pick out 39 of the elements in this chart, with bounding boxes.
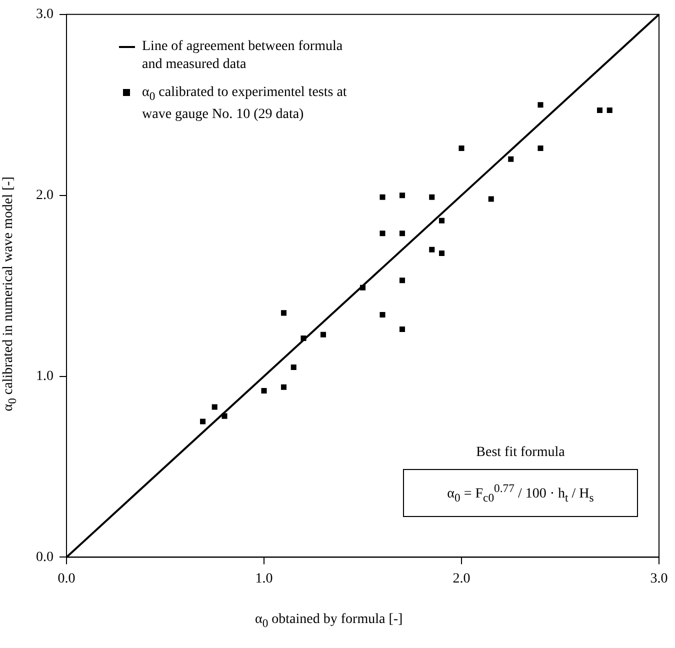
point xyxy=(429,246,435,252)
x-tick-label: 0.0 xyxy=(58,571,76,586)
point xyxy=(438,218,445,224)
point xyxy=(320,332,326,338)
y-tick-label: 2.0 xyxy=(36,188,54,204)
y-tick-label: 0.0 xyxy=(36,550,54,565)
point xyxy=(280,310,287,316)
point xyxy=(399,230,406,236)
point xyxy=(380,194,386,200)
x-tick-label: 3.0 xyxy=(650,571,668,586)
point xyxy=(438,250,445,256)
point xyxy=(538,146,544,152)
point xyxy=(280,384,287,390)
point xyxy=(488,196,494,202)
point xyxy=(261,388,267,394)
point xyxy=(290,364,296,370)
x-tick-label: 2.0 xyxy=(452,571,470,586)
legend-label: Line of agreement between formula and measured data xyxy=(142,38,344,74)
point xyxy=(508,156,514,162)
point xyxy=(606,108,612,114)
point xyxy=(222,413,228,419)
legend-label: α$_{0}$ calibrated to experimentel tests at wave gauge No. 10 (29 data) xyxy=(142,84,348,124)
point xyxy=(212,404,218,410)
point xyxy=(538,102,544,108)
point xyxy=(399,278,406,284)
text: α$_{0}$ = F$_{c0}$$^{0.77}$ / 100 · h$_{t}$ / H$_{s}$ xyxy=(447,482,594,504)
x-axis-title: α$_{0}$ obtained by formula [-] xyxy=(255,612,403,630)
x-tick-label: 1.0 xyxy=(255,571,273,586)
point xyxy=(429,194,435,200)
point xyxy=(458,146,464,152)
point xyxy=(596,108,603,114)
y-tick-label: 1.0 xyxy=(36,368,54,384)
point xyxy=(380,230,386,236)
y-tick-label: 3.0 xyxy=(36,7,54,22)
point xyxy=(399,326,406,332)
point xyxy=(380,312,386,318)
annotation: Best fit formula xyxy=(475,445,566,461)
point xyxy=(200,418,206,424)
point xyxy=(399,192,406,198)
